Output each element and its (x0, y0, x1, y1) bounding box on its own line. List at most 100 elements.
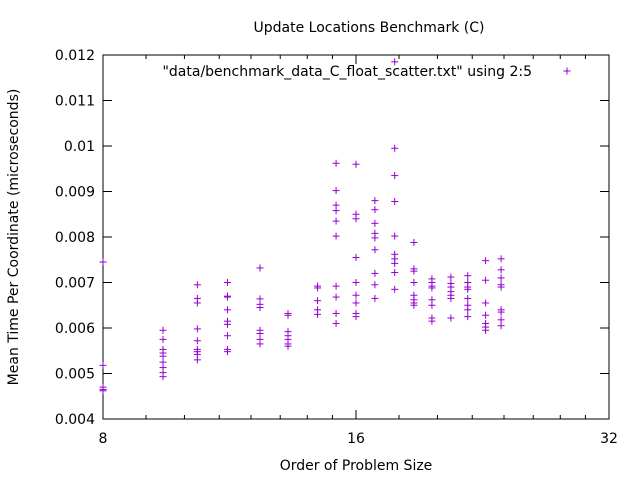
data-point (371, 269, 379, 277)
data-point (193, 356, 201, 364)
data-point (482, 257, 490, 265)
data-point (159, 373, 167, 381)
data-point (193, 299, 201, 307)
y-tick-label: 0.008 (55, 230, 95, 246)
data-point (314, 310, 322, 318)
data-point (428, 284, 436, 292)
y-axis-label: Mean Time Per Coordinate (microseconds) (6, 89, 22, 386)
data-point (464, 285, 472, 293)
data-point (391, 144, 399, 152)
data-point (497, 322, 505, 330)
data-point (410, 279, 418, 286)
data-point (332, 282, 340, 290)
data-point (352, 160, 360, 168)
y-tick-label: 0.009 (55, 185, 95, 201)
data-point (447, 294, 455, 302)
data-point (391, 285, 399, 293)
data-point (464, 272, 472, 280)
y-axis: 0.004 0.005 0.006 0.007 0.008 0.009 0.01 0.011 0… (55, 48, 609, 428)
data-point (371, 234, 379, 242)
data-point (332, 309, 340, 317)
x-axis-label: Order of Problem Size (280, 458, 433, 474)
data-point (371, 281, 379, 289)
data-point (482, 311, 490, 319)
data-point (193, 325, 201, 333)
legend-marker-plus (563, 67, 571, 75)
data-point (497, 266, 505, 274)
y-tick-label: 0.007 (55, 276, 95, 292)
data-point (99, 361, 107, 369)
data-point (332, 207, 340, 215)
data-point (256, 340, 264, 348)
data-point (497, 255, 505, 263)
data-point (99, 258, 107, 266)
data-point (159, 335, 167, 343)
data-point (371, 197, 379, 205)
data-point (391, 198, 399, 206)
data-point (352, 299, 360, 307)
x-tick-label: 8 (99, 431, 108, 447)
data-point (223, 306, 231, 314)
data-point (352, 253, 360, 261)
data-point (284, 311, 292, 319)
data-point (371, 219, 379, 227)
data-point (223, 332, 231, 340)
x-axis: 8 16 32 (99, 55, 618, 447)
x-tick-label: 16 (347, 431, 365, 447)
y-tick-label: 0.005 (55, 367, 95, 383)
data-point (482, 326, 490, 334)
data-point (464, 313, 472, 321)
data-point (193, 281, 201, 289)
data-point (391, 58, 399, 66)
data-point (391, 259, 399, 267)
data-point (371, 294, 379, 302)
data-point (371, 246, 379, 254)
data-point (159, 326, 167, 334)
data-point (223, 293, 231, 301)
data-point (223, 348, 231, 356)
data-point (464, 306, 472, 314)
data-point (332, 217, 340, 225)
chart-title: Update Locations Benchmark (C) (254, 20, 485, 36)
data-point (447, 314, 455, 322)
data-point (371, 206, 379, 214)
legend: "data/benchmark_data_C_float_scatter.txt… (162, 64, 571, 80)
data-point (256, 329, 264, 337)
x-tick-label: 32 (600, 431, 618, 447)
data-point (497, 308, 505, 316)
data-point (256, 264, 264, 272)
data-point (482, 276, 490, 284)
data-point (332, 159, 340, 167)
data-point (391, 172, 399, 180)
data-point (410, 238, 418, 246)
legend-marker (563, 67, 571, 75)
y-tick-label: 0.004 (55, 412, 95, 428)
data-point (497, 283, 505, 291)
data-point (410, 267, 418, 275)
data-point (352, 291, 360, 299)
data-point (256, 304, 264, 312)
data-point (99, 387, 107, 395)
legend-label: "data/benchmark_data_C_float_scatter.txt… (162, 64, 532, 80)
data-point (447, 273, 455, 281)
data-point (497, 316, 505, 324)
data-point (332, 319, 340, 327)
data-point (314, 297, 322, 305)
data-point (223, 320, 231, 328)
data-point (428, 317, 436, 325)
data-points (99, 58, 505, 395)
data-point (464, 294, 472, 302)
data-point (314, 284, 322, 292)
data-point (391, 268, 399, 276)
data-point (352, 215, 360, 223)
data-point (332, 293, 340, 301)
y-tick-label: 0.006 (55, 321, 95, 337)
y-tick-label: 0.01 (64, 139, 95, 155)
data-point (428, 301, 436, 309)
y-tick-label: 0.011 (55, 94, 95, 110)
data-point (284, 342, 292, 350)
data-point (391, 232, 399, 240)
data-point (410, 301, 418, 309)
